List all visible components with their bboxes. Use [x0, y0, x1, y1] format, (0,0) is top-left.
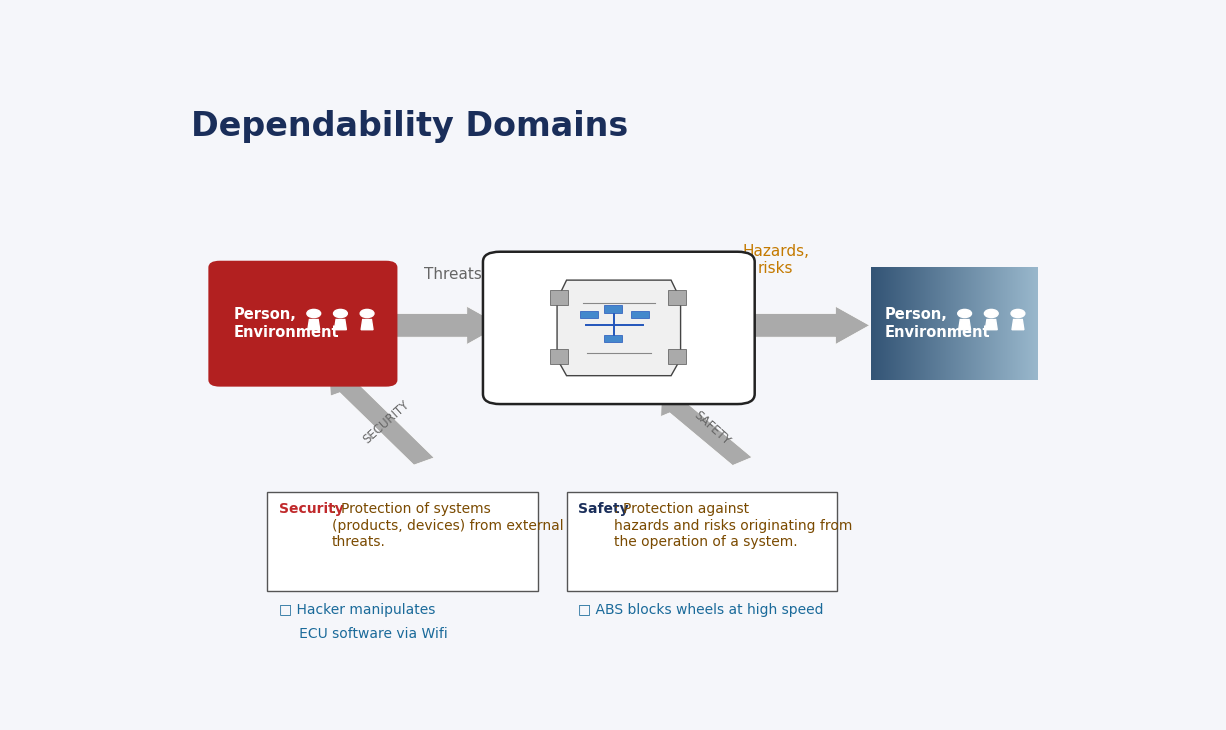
Bar [603, 305, 622, 312]
Text: □ Hacker manipulates: □ Hacker manipulates [278, 603, 435, 617]
Bar [550, 349, 569, 364]
Bar [267, 492, 538, 591]
Polygon shape [1011, 320, 1024, 330]
Bar [668, 290, 687, 305]
FancyBboxPatch shape [208, 261, 397, 387]
Bar [580, 311, 598, 318]
Text: Security: Security [278, 502, 343, 516]
Text: □ ABS blocks wheels at high speed: □ ABS blocks wheels at high speed [577, 603, 824, 617]
Bar [550, 290, 569, 305]
Text: : Protection of systems
(products, devices) from external
threats.: : Protection of systems (products, devic… [332, 502, 564, 549]
FancyBboxPatch shape [483, 252, 755, 404]
Text: SECURITY: SECURITY [360, 398, 412, 446]
Polygon shape [986, 320, 997, 330]
Text: SAFETY: SAFETY [691, 408, 733, 447]
Circle shape [306, 310, 321, 318]
Bar [631, 311, 650, 318]
Circle shape [958, 310, 971, 318]
Polygon shape [661, 394, 752, 466]
Bar [566, 492, 837, 591]
Circle shape [360, 310, 374, 318]
Polygon shape [738, 307, 869, 345]
Polygon shape [308, 320, 320, 330]
Circle shape [333, 310, 347, 318]
Polygon shape [389, 307, 501, 345]
Text: Hazards,
risks: Hazards, risks [742, 244, 809, 276]
Text: Person,
Environment: Person, Environment [885, 307, 991, 340]
Text: Safety: Safety [577, 502, 629, 516]
Text: : Protection against
hazards and risks originating from
the operation of a syste: : Protection against hazards and risks o… [614, 502, 852, 549]
Polygon shape [557, 280, 680, 376]
Polygon shape [362, 320, 373, 330]
Text: ECU software via Wifi: ECU software via Wifi [287, 626, 447, 641]
Polygon shape [329, 369, 434, 465]
Bar [668, 349, 687, 364]
Bar [603, 334, 622, 342]
Polygon shape [959, 320, 971, 330]
Polygon shape [335, 320, 347, 330]
Text: Person,
Environment: Person, Environment [234, 307, 340, 340]
Text: Dependability Domains: Dependability Domains [191, 110, 629, 143]
Text: Threats: Threats [424, 266, 482, 282]
Circle shape [984, 310, 998, 318]
Circle shape [1011, 310, 1025, 318]
